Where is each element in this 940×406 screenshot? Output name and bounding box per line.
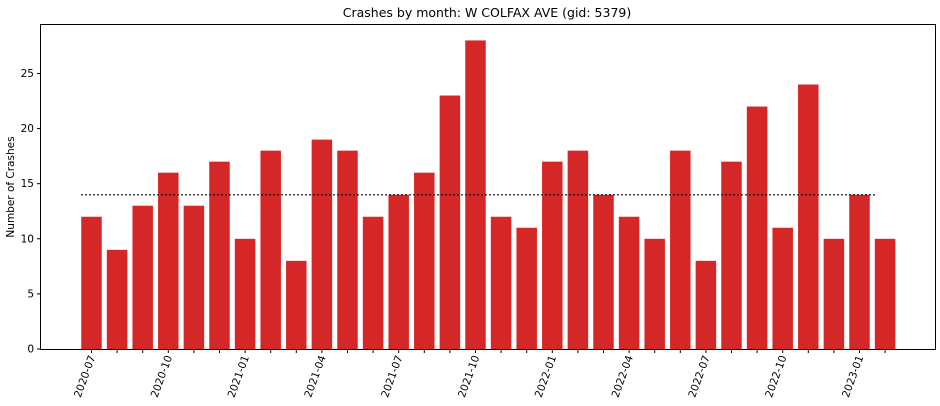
x-tick-label-2022-10: 2022-10 — [763, 354, 789, 399]
plot-frame — [40, 24, 936, 350]
bar-2022-03 — [593, 194, 614, 349]
bar-2021-05 — [337, 150, 358, 349]
x-tick-label-2020-10: 2020-10 — [149, 354, 175, 399]
bar-2021-12 — [516, 227, 537, 349]
y-tick-label-20: 20 — [21, 123, 34, 135]
bar-2023-01 — [849, 194, 870, 349]
bar-2021-08 — [414, 172, 435, 349]
bar-2020-09 — [132, 205, 153, 349]
bar-2020-11 — [183, 205, 205, 349]
bar-2022-08 — [721, 161, 742, 349]
x-tick-label-2021-07: 2021-07 — [379, 354, 405, 399]
chart-title: Crashes by month: W COLFAX AVE (gid: 537… — [343, 5, 631, 20]
bar-2022-12 — [823, 238, 845, 349]
bar-2020-12 — [209, 161, 230, 349]
x-tick-label-2021-01: 2021-01 — [226, 354, 252, 399]
x-tick-label-2021-10: 2021-10 — [456, 354, 482, 399]
bar-2020-07 — [81, 216, 102, 349]
bar-2021-09 — [439, 95, 461, 349]
bar-2023-02 — [874, 238, 896, 349]
bar-2021-03 — [286, 260, 307, 349]
plot-area: 0 5 10 15 20 25 2020-07 2020-10 2021-01 2021-04 20… — [21, 40, 896, 399]
bar-2022-11 — [798, 84, 819, 349]
bar-2020-10 — [158, 172, 179, 349]
bar-2022-04 — [618, 216, 640, 349]
x-tick-label-2022-04: 2022-04 — [610, 354, 636, 400]
bar-2021-11 — [490, 216, 512, 349]
bar-2022-09 — [746, 106, 768, 349]
y-tick-label-25: 25 — [21, 68, 34, 80]
x-tick-label-2022-07: 2022-07 — [686, 354, 712, 399]
bar-2021-02 — [260, 150, 281, 349]
y-tick-label-0: 0 — [27, 344, 34, 356]
bar-2021-07 — [388, 194, 409, 349]
bar-2021-04 — [311, 139, 333, 349]
bar-2021-01 — [234, 238, 256, 349]
bar-2022-07 — [695, 260, 717, 349]
bar-2022-10 — [772, 227, 793, 349]
bar-2020-08 — [106, 249, 128, 349]
y-tick-label-15: 15 — [21, 178, 34, 190]
bar-2021-10 — [465, 40, 486, 350]
y-tick-label-5: 5 — [27, 288, 34, 300]
bar-2022-01 — [542, 161, 563, 349]
y-axis-label: Number of Crashes — [5, 136, 17, 237]
x-tick-label-2021-04: 2021-04 — [302, 354, 328, 400]
x-tick-label-2022-01: 2022-01 — [533, 354, 559, 399]
x-tick-label-2023-01: 2023-01 — [840, 354, 866, 399]
bar-2022-06 — [670, 150, 691, 349]
y-tick-label-10: 10 — [21, 233, 34, 245]
bar-2022-05 — [644, 238, 665, 349]
x-tick-label-2020-07: 2020-07 — [72, 354, 98, 399]
bar-2021-06 — [362, 216, 384, 349]
bar-2022-02 — [567, 150, 589, 349]
